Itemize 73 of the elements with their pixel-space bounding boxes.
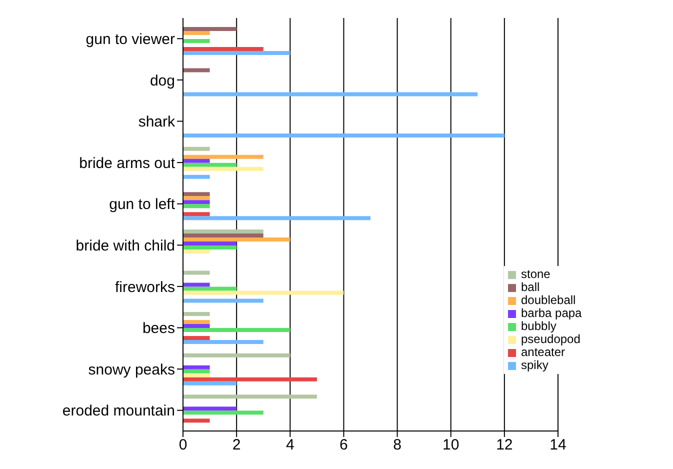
x-tick-label: 0	[178, 436, 188, 454]
bar	[183, 410, 264, 415]
bar	[183, 381, 237, 386]
bar	[183, 324, 210, 328]
x-tick-label: 4	[286, 436, 294, 454]
legend-label: stone	[521, 267, 550, 281]
bar	[183, 406, 237, 411]
bar	[183, 320, 210, 324]
legend-label: pseudopod	[521, 332, 580, 346]
y-tick-label: bees	[142, 320, 175, 338]
legend-label: bubbly	[521, 319, 556, 333]
bar	[183, 270, 210, 275]
bar	[183, 336, 210, 340]
bar	[183, 298, 264, 303]
bar	[183, 174, 210, 179]
x-tick-label: 6	[340, 436, 348, 454]
legend-label: ball	[521, 280, 540, 294]
bar	[183, 286, 237, 291]
bar	[183, 204, 210, 208]
bar	[183, 26, 237, 31]
bar	[183, 200, 210, 204]
bar	[183, 68, 210, 72]
bar	[183, 237, 290, 242]
bar	[183, 249, 210, 254]
bar	[183, 340, 264, 344]
bar	[183, 50, 290, 55]
bar	[183, 328, 290, 332]
x-tick-label: 14	[550, 436, 566, 454]
x-tick-label: 2	[232, 436, 241, 454]
x-tick-label: 8	[393, 436, 402, 454]
bar	[183, 394, 317, 399]
bar	[183, 158, 210, 163]
bar	[183, 196, 210, 200]
bar	[183, 377, 317, 382]
y-tick-label: eroded mountain	[62, 402, 175, 420]
bar	[183, 154, 264, 159]
bar	[183, 166, 264, 171]
y-tick-label: gun to left	[109, 196, 176, 214]
bar	[183, 369, 210, 374]
bar	[183, 192, 210, 196]
x-tick-label: 10	[442, 436, 460, 454]
x-tick-label: 12	[496, 436, 513, 454]
y-tick-label: bride with child	[76, 237, 175, 254]
legend-label: spiky	[521, 358, 548, 372]
bar	[183, 245, 237, 250]
legend-label: anteater	[521, 345, 566, 359]
bar	[183, 418, 210, 423]
y-tick-label: bride arms out	[79, 154, 176, 172]
legend-label: barba papa	[521, 306, 582, 320]
bar	[183, 353, 290, 358]
bar	[183, 233, 264, 238]
bar	[183, 241, 237, 246]
bar	[183, 365, 210, 370]
bar	[183, 290, 344, 295]
bar	[183, 30, 210, 35]
bar	[183, 373, 210, 378]
bar	[183, 38, 210, 43]
bar	[183, 162, 237, 167]
bar	[183, 216, 370, 220]
legend-label: doubleball	[521, 293, 576, 307]
y-tick-label: fireworks	[114, 278, 175, 296]
bar	[183, 92, 478, 96]
y-tick-label: dog	[150, 72, 175, 90]
y-tick-label: snowy peaks	[88, 361, 175, 378]
bar	[183, 46, 264, 51]
y-tick-label: gun to viewer	[86, 30, 175, 48]
bar	[183, 282, 210, 287]
bar	[183, 212, 210, 216]
bar	[183, 146, 210, 151]
bar	[183, 229, 264, 234]
y-tick-label: shark	[138, 114, 176, 131]
bar	[183, 134, 504, 138]
bar	[183, 312, 210, 316]
